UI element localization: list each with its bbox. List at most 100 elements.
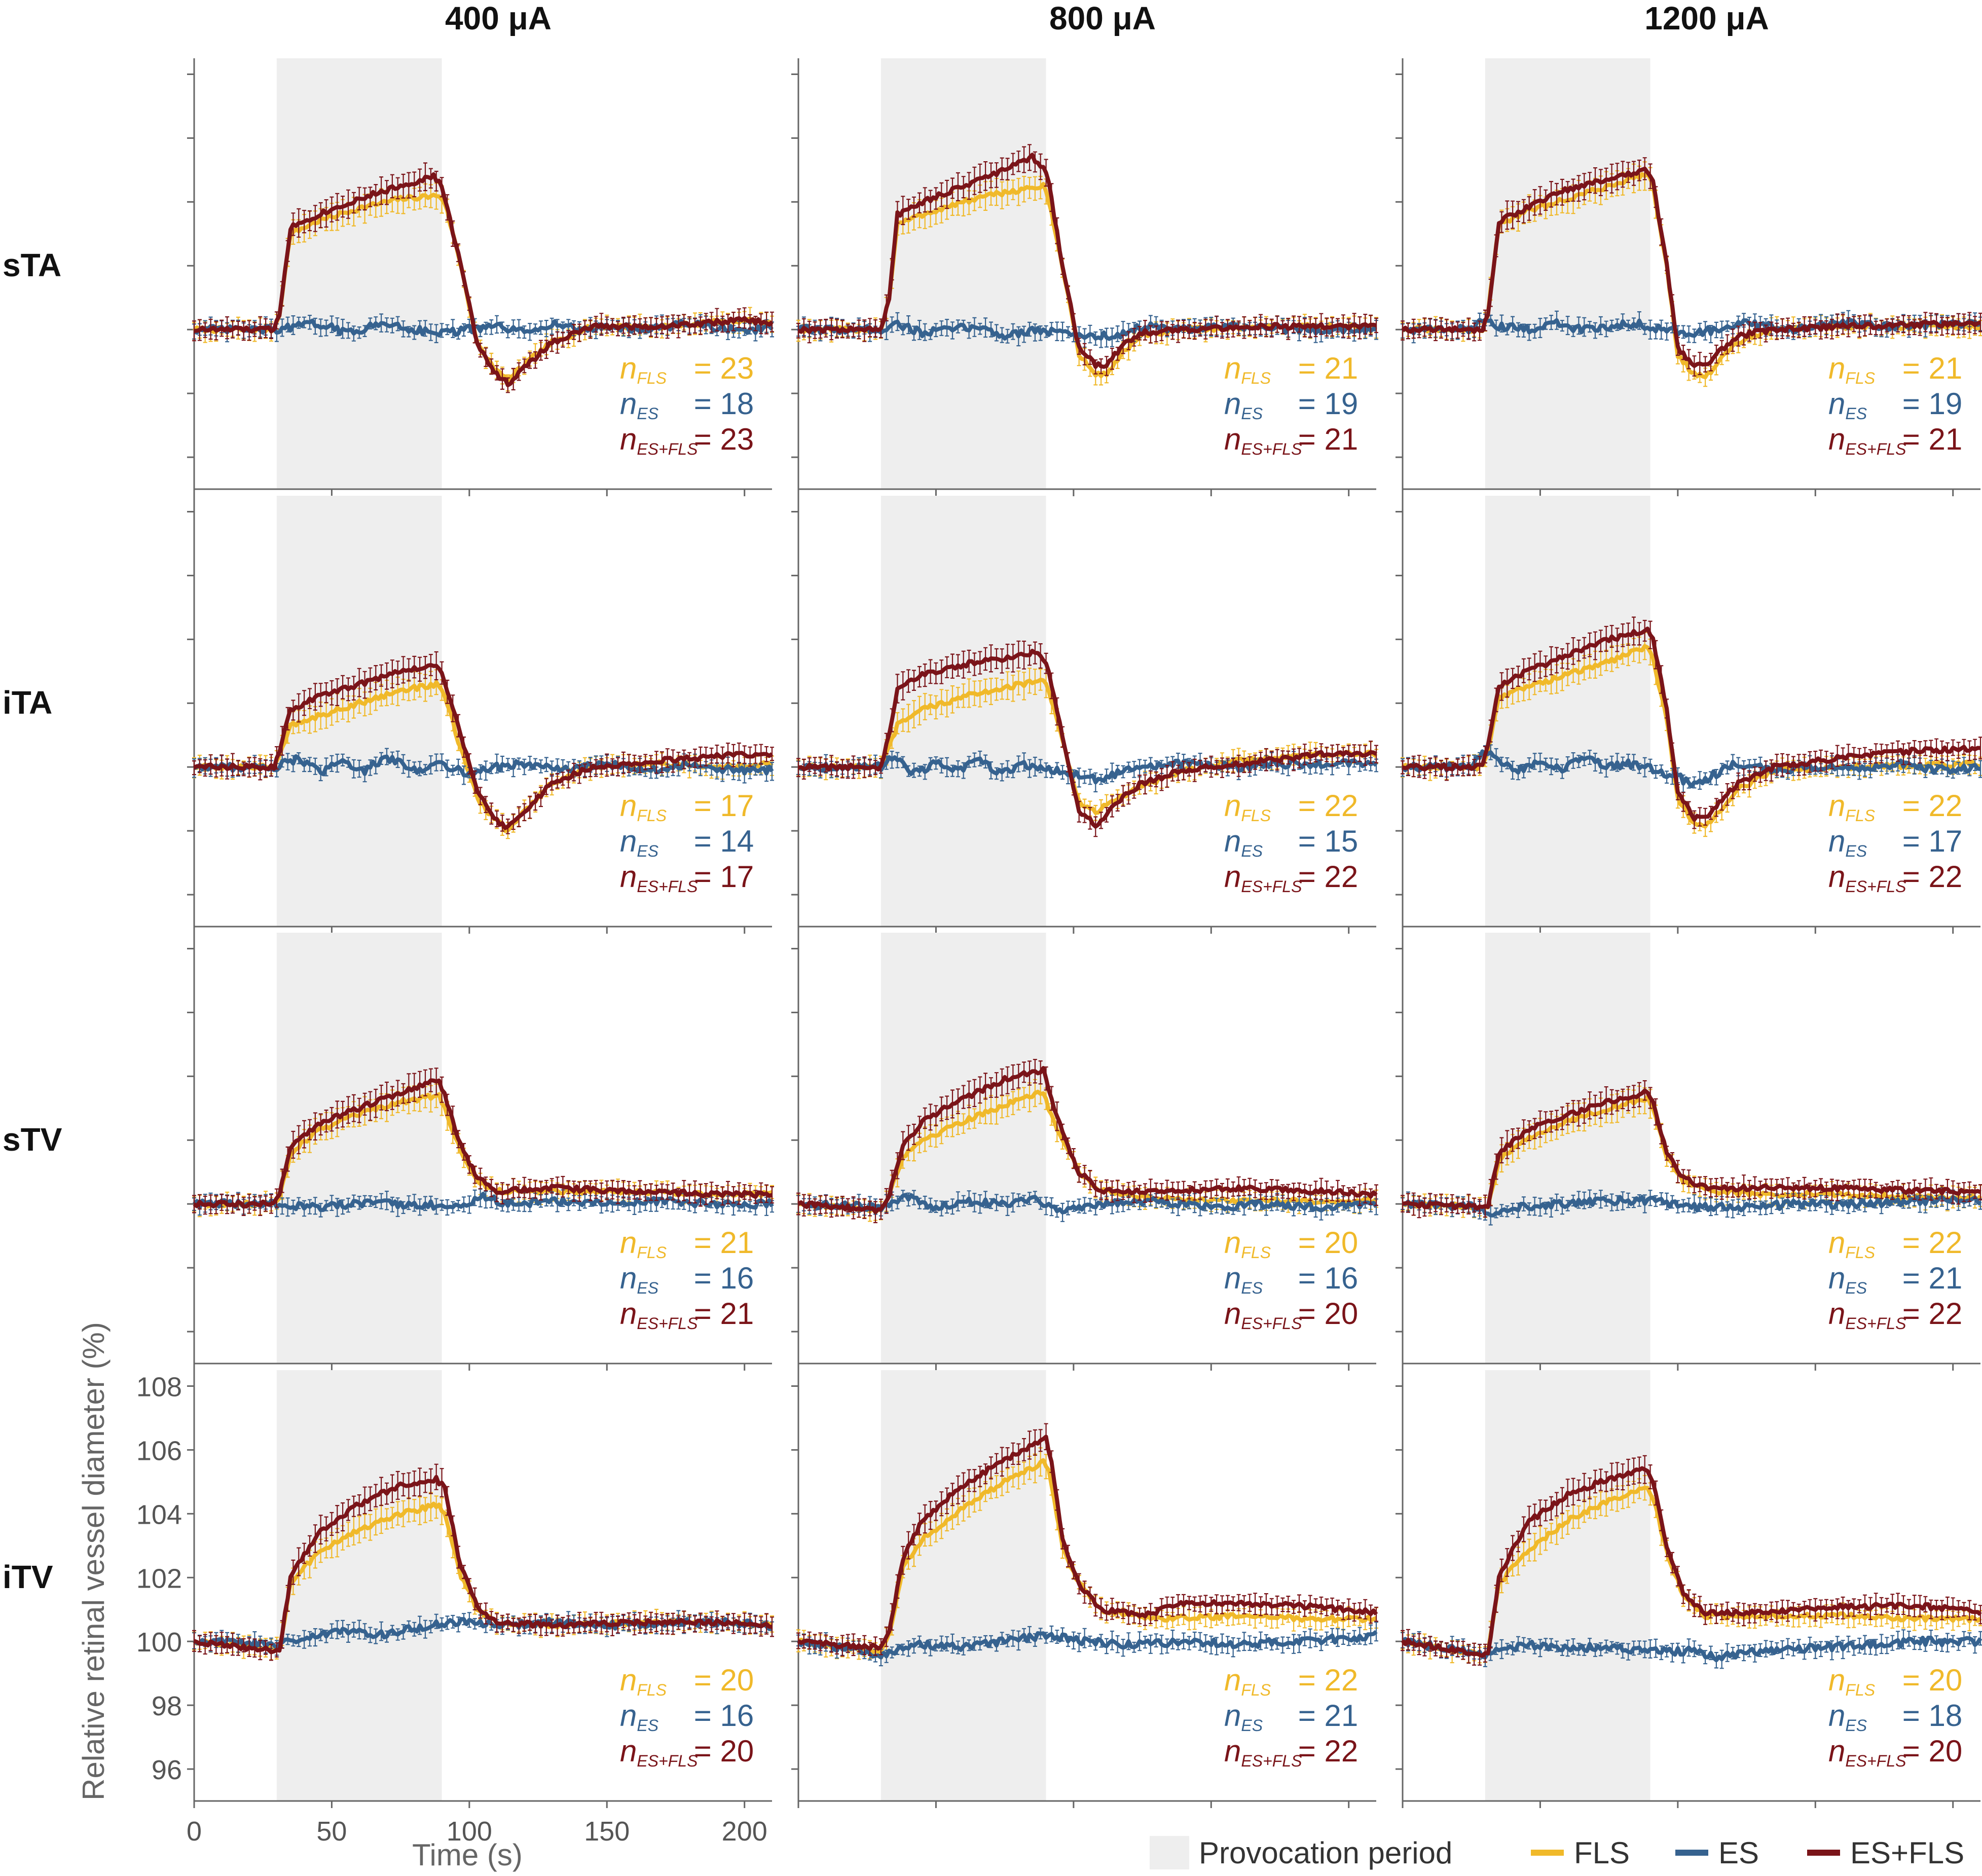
- series-line: [1401, 1466, 1982, 1658]
- column-titles: 400 μA 800 μA 1200 μA: [445, 0, 1769, 36]
- provocation-shade: [880, 933, 1046, 1364]
- n-value: = 21: [1902, 422, 1962, 456]
- series-line: [797, 1066, 1378, 1215]
- n-value: = 20: [694, 1734, 754, 1768]
- n-label: nES+FLS: [1224, 422, 1302, 458]
- n-value: = 22: [1902, 789, 1962, 823]
- n-value: = 17: [1902, 824, 1962, 858]
- n-label: nES: [1224, 824, 1263, 860]
- series-line: [1402, 627, 1981, 822]
- provocation-shade: [880, 58, 1046, 489]
- column-title: 800 μA: [1049, 0, 1156, 36]
- series-line: [1402, 1195, 1982, 1218]
- row-title: iTV: [3, 1559, 53, 1595]
- legend: Provocation period FLS ES ES+FLS: [1150, 1836, 1964, 1870]
- series-line: [797, 755, 1378, 785]
- n-label: nES: [620, 1699, 658, 1735]
- legend-esfls-label: ES+FLS: [1850, 1836, 1964, 1870]
- y-tick-label: 104: [136, 1499, 182, 1530]
- n-label: nFLS: [1224, 351, 1271, 387]
- n-label: nES+FLS: [1828, 860, 1906, 896]
- n-label: nES: [1828, 1699, 1867, 1735]
- n-value: = 17: [694, 860, 754, 894]
- y-tick-label: 96: [152, 1755, 182, 1785]
- series-ES-plus-FLS: [192, 1068, 774, 1216]
- n-label: nFLS: [620, 1663, 667, 1699]
- row-title: iTA: [3, 684, 52, 721]
- n-value: = 21: [1902, 1261, 1962, 1295]
- n-value: = 21: [1298, 1699, 1358, 1733]
- series-ES-plus-FLS: [1401, 1455, 1982, 1666]
- n-value: = 23: [694, 422, 754, 456]
- series-line: [1401, 166, 1981, 368]
- series-ES-plus-FLS: [796, 144, 1378, 376]
- series-ES-plus-FLS: [192, 1463, 774, 1661]
- provocation-shade: [1485, 58, 1650, 489]
- legend-provocation-label: Provocation period: [1199, 1836, 1452, 1870]
- column-title: 1200 μA: [1644, 0, 1769, 36]
- n-label: nES+FLS: [1224, 1297, 1302, 1333]
- n-value: = 20: [694, 1663, 754, 1697]
- n-label: nES+FLS: [620, 1297, 698, 1333]
- series-ES-plus-FLS: [1401, 616, 1982, 829]
- n-value: = 20: [1902, 1663, 1962, 1697]
- series-line: [193, 1078, 773, 1209]
- n-value: = 21: [1298, 351, 1358, 385]
- x-tick-label: 50: [316, 1816, 347, 1847]
- n-value: = 22: [1902, 1297, 1962, 1331]
- legend-fls-label: FLS: [1574, 1836, 1630, 1870]
- n-value: = 22: [1298, 789, 1358, 823]
- provocation-shade: [276, 58, 442, 489]
- n-value: = 22: [1902, 860, 1962, 894]
- series-line: [194, 172, 774, 387]
- provocation-shade: [1485, 496, 1650, 927]
- n-value: = 22: [1298, 1734, 1358, 1768]
- n-value: = 23: [694, 351, 754, 385]
- n-label: nFLS: [1224, 1226, 1271, 1262]
- n-value: = 19: [1298, 387, 1358, 421]
- n-value: = 19: [1902, 387, 1962, 421]
- n-label: nES: [620, 1261, 658, 1297]
- series-line: [192, 1192, 774, 1212]
- y-tick-label: 106: [136, 1436, 182, 1466]
- n-label: nFLS: [1224, 1663, 1271, 1699]
- n-label: nES+FLS: [1224, 860, 1302, 896]
- y-tick-label: 102: [136, 1563, 182, 1594]
- n-label: nES: [1224, 1699, 1263, 1735]
- series-line: [796, 1630, 1378, 1660]
- series-ES-plus-FLS: [796, 640, 1378, 837]
- n-label: nES+FLS: [620, 422, 698, 458]
- n-value: = 22: [1298, 1663, 1358, 1697]
- y-tick-label: 98: [152, 1691, 182, 1721]
- provocation-shade: [880, 496, 1046, 927]
- n-value: = 20: [1902, 1734, 1962, 1768]
- n-value: = 21: [1298, 422, 1358, 456]
- row-title: sTA: [3, 247, 61, 283]
- n-label: nES+FLS: [1828, 422, 1906, 458]
- n-value: = 20: [1298, 1297, 1358, 1331]
- series-ES-plus-FLS: [796, 1059, 1378, 1224]
- row-titles: sTA iTA sTV iTV: [3, 247, 62, 1595]
- n-label: nFLS: [1224, 789, 1271, 825]
- n-label: nES+FLS: [1828, 1734, 1906, 1770]
- n-value: = 18: [1902, 1699, 1962, 1733]
- n-label: nES+FLS: [1828, 1297, 1906, 1333]
- series-ES-plus-FLS: [192, 651, 774, 834]
- legend-es-label: ES: [1718, 1836, 1759, 1870]
- n-value: = 21: [694, 1226, 754, 1260]
- provocation-shade: [276, 933, 442, 1364]
- n-label: nES: [1224, 1261, 1263, 1297]
- n-label: nES: [1828, 824, 1867, 860]
- n-value: = 16: [694, 1261, 754, 1295]
